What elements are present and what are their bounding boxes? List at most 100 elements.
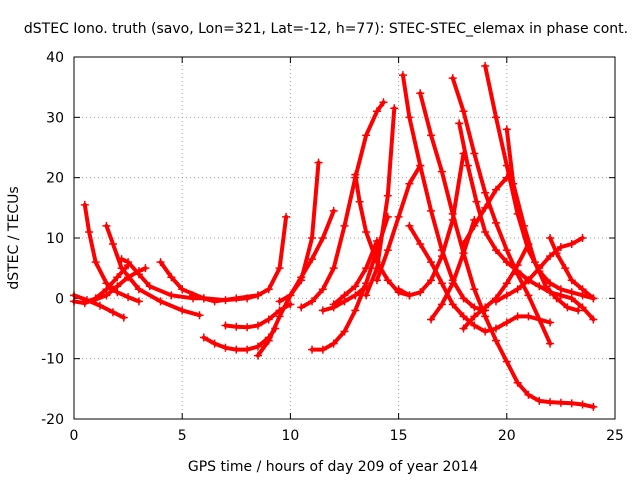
data-point bbox=[253, 321, 262, 330]
data-point bbox=[459, 240, 468, 249]
data-point bbox=[195, 311, 204, 320]
data-point bbox=[589, 315, 598, 324]
data-point bbox=[535, 396, 544, 405]
data-point bbox=[108, 240, 117, 249]
data-point bbox=[563, 303, 572, 312]
data-point bbox=[398, 71, 407, 80]
series-16 bbox=[329, 237, 381, 309]
data-point bbox=[535, 315, 544, 324]
data-point bbox=[210, 339, 219, 348]
data-point bbox=[578, 234, 587, 242]
data-point bbox=[427, 131, 436, 140]
data-point bbox=[427, 258, 436, 267]
data-point bbox=[524, 291, 533, 300]
data-point bbox=[578, 285, 587, 294]
series-trail bbox=[450, 76, 553, 346]
data-point bbox=[567, 240, 576, 249]
data-point bbox=[297, 276, 306, 285]
data-point bbox=[108, 308, 117, 317]
data-point bbox=[546, 318, 555, 327]
x-tick-label: 5 bbox=[178, 428, 187, 444]
data-point bbox=[91, 258, 100, 267]
data-point bbox=[340, 221, 349, 230]
x-tick-label: 25 bbox=[606, 428, 624, 444]
data-point bbox=[470, 221, 479, 230]
data-point bbox=[589, 402, 598, 411]
x-axis-label: GPS time / hours of day 209 of year 2014 bbox=[188, 459, 478, 475]
data-point bbox=[481, 327, 490, 336]
y-tick-label: -10 bbox=[41, 352, 64, 368]
data-point bbox=[546, 339, 555, 348]
data-point bbox=[524, 390, 533, 399]
data-point bbox=[567, 399, 576, 408]
data-point bbox=[437, 252, 446, 261]
x-tick-label: 20 bbox=[498, 428, 516, 444]
data-point bbox=[459, 107, 468, 116]
data-point bbox=[448, 209, 457, 218]
series-9 bbox=[221, 300, 295, 332]
data-point bbox=[502, 357, 511, 366]
data-point bbox=[297, 303, 306, 312]
data-point bbox=[308, 234, 317, 242]
data-point bbox=[513, 261, 522, 270]
data-point bbox=[243, 323, 252, 332]
data-point bbox=[416, 288, 425, 297]
data-point bbox=[470, 303, 479, 312]
data-point bbox=[520, 221, 529, 230]
data-point bbox=[351, 291, 360, 300]
data-point bbox=[437, 300, 446, 309]
data-point bbox=[455, 119, 464, 128]
data-point bbox=[264, 285, 273, 294]
data-point bbox=[502, 279, 511, 288]
y-tick-label: 0 bbox=[55, 291, 64, 307]
data-point bbox=[427, 315, 436, 324]
data-point bbox=[372, 107, 381, 116]
data-point bbox=[541, 282, 550, 291]
data-point bbox=[589, 294, 598, 303]
data-point bbox=[416, 89, 425, 98]
data-point bbox=[232, 294, 241, 303]
x-tick-label: 15 bbox=[390, 428, 408, 444]
data-point bbox=[253, 342, 262, 351]
data-point bbox=[117, 255, 126, 264]
data-point bbox=[329, 206, 338, 215]
data-point bbox=[416, 240, 425, 249]
data-point bbox=[383, 246, 392, 255]
data-point bbox=[491, 297, 500, 306]
data-point bbox=[102, 221, 111, 230]
data-point bbox=[530, 258, 539, 267]
data-point bbox=[253, 351, 262, 360]
data-point bbox=[556, 243, 565, 252]
series-4 bbox=[102, 221, 204, 320]
y-tick-label: 30 bbox=[46, 110, 64, 126]
data-point bbox=[308, 297, 317, 306]
data-point bbox=[275, 297, 284, 306]
series-27 bbox=[459, 173, 511, 249]
series-23 bbox=[416, 89, 598, 411]
data-point bbox=[491, 246, 500, 255]
data-point bbox=[134, 297, 143, 306]
data-point bbox=[459, 312, 468, 321]
data-series bbox=[70, 62, 598, 411]
data-point bbox=[243, 345, 252, 354]
series-31 bbox=[502, 125, 583, 315]
data-point bbox=[362, 291, 371, 300]
data-point bbox=[491, 113, 500, 122]
data-point bbox=[513, 378, 522, 387]
data-point bbox=[308, 345, 317, 354]
series-trail bbox=[548, 236, 596, 301]
data-point bbox=[253, 291, 262, 300]
data-point bbox=[318, 234, 327, 242]
data-point bbox=[546, 234, 555, 242]
data-point bbox=[470, 321, 479, 330]
series-12 bbox=[275, 158, 323, 306]
data-point bbox=[210, 297, 219, 306]
data-point bbox=[470, 285, 479, 294]
data-point bbox=[95, 301, 104, 310]
series-trail bbox=[504, 127, 581, 313]
data-point bbox=[351, 282, 360, 291]
data-point bbox=[372, 276, 381, 285]
data-point bbox=[145, 282, 154, 291]
data-point bbox=[491, 185, 500, 194]
